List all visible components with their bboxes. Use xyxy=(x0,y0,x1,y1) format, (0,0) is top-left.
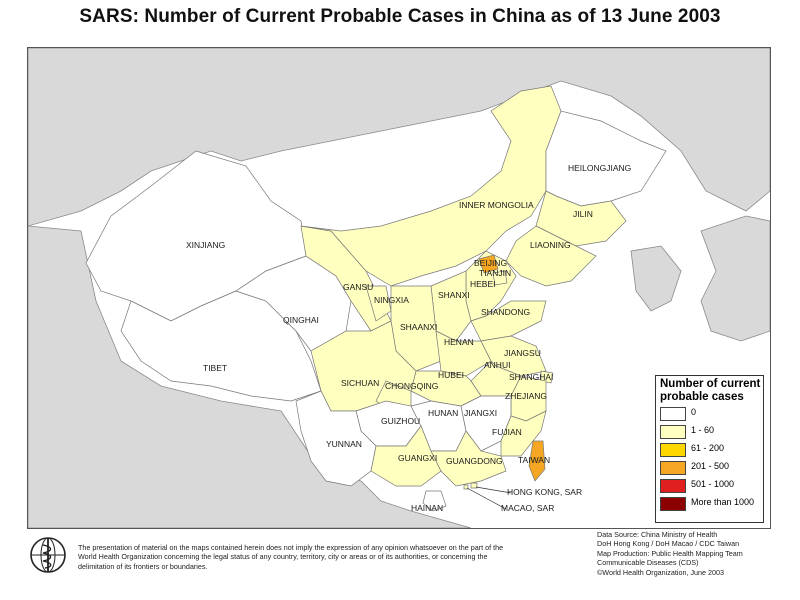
label-guangdong: GUANGDONG xyxy=(446,456,503,466)
credits-department: Communicable Diseases (CDS) xyxy=(597,558,699,568)
prov-hainan xyxy=(422,490,447,512)
legend-swatch xyxy=(660,497,686,511)
label-shanxi: SHANXI xyxy=(438,290,470,300)
neighbor-north xyxy=(28,48,770,227)
credits-copyright: ©World Health Organization, June 2003 xyxy=(597,567,725,577)
label-guizhou: GUIZHOU xyxy=(381,416,421,426)
prov-yunnan xyxy=(295,390,377,487)
legend-swatch xyxy=(660,407,686,421)
map-frame: HEILONGJIANG JILIN LIAONING INNER MONGOL… xyxy=(27,47,771,529)
neighbor-countries xyxy=(28,48,770,528)
label-fujian: FUJIAN xyxy=(492,427,522,437)
label-sichuan: SICHUAN xyxy=(341,378,380,388)
sar-leader-lines xyxy=(466,486,512,510)
label-zhejiang: ZHEJIANG xyxy=(505,391,548,401)
prov-hong-kong xyxy=(470,482,478,489)
prov-taiwan xyxy=(528,440,546,482)
legend-label: 1 - 60 xyxy=(691,425,715,435)
neighbor-korea-japan xyxy=(630,245,682,312)
legend-label: 201 - 500 xyxy=(691,461,730,471)
label-hong-kong: HONG KONG, SAR xyxy=(507,487,583,497)
label-chongqing: CHONGQING xyxy=(385,381,439,391)
who-emblem-icon xyxy=(30,537,66,573)
credits-block: Data Source: China Ministry of Health Do… xyxy=(597,530,797,577)
label-hunan: HUNAN xyxy=(428,408,459,418)
legend-label: 0 xyxy=(691,407,697,417)
label-hainan: HAINAN xyxy=(411,503,444,513)
neighbor-japan xyxy=(700,215,770,342)
legend-swatch xyxy=(660,479,686,493)
legend-label: 61 - 200 xyxy=(691,443,725,453)
prov-beijing xyxy=(478,254,499,274)
prov-liaoning xyxy=(505,225,597,287)
label-heilongjiang: HEILONGJIANG xyxy=(568,163,632,173)
label-xinjiang: XINJIANG xyxy=(186,240,226,250)
label-jilin: JILIN xyxy=(573,209,593,219)
map-canvas xyxy=(28,48,770,528)
label-shandong: SHANDONG xyxy=(481,307,531,317)
label-taiwan: TAIWAN xyxy=(518,455,551,465)
prov-fujian xyxy=(500,410,547,457)
credits-map-production: Map Production: Public Health Mapping Te… xyxy=(597,548,743,558)
prov-tianjin xyxy=(492,270,508,286)
label-gansu: GANSU xyxy=(343,282,374,292)
label-tianjin: TIANJIN xyxy=(479,268,512,278)
map-legend: Number of current probable cases 0 1 - 6… xyxy=(655,375,764,523)
legend-label: 501 - 1000 xyxy=(691,479,735,489)
label-shanghai: SHANGHAI xyxy=(509,372,554,382)
label-yunnan: YUNNAN xyxy=(326,439,362,449)
label-liaoning: LIAONING xyxy=(530,240,571,250)
label-jiangxi: JIANGXI xyxy=(464,408,498,418)
label-henan: HENAN xyxy=(444,337,474,347)
label-anhui: ANHUI xyxy=(484,360,511,370)
map-title: SARS: Number of Current Probable Cases i… xyxy=(79,6,721,27)
credits-agencies: DoH Hong Kong / DoH Macao / CDC Taiwan xyxy=(597,539,740,549)
legend-swatch xyxy=(660,443,686,457)
credits-data-source: Data Source: China Ministry of Health xyxy=(597,530,718,539)
label-hebei: HEBEI xyxy=(470,279,496,289)
label-macao: MACAO, SAR xyxy=(501,503,555,513)
legend-label: More than 1000 xyxy=(691,497,755,507)
label-hubei: HUBEI xyxy=(438,370,464,380)
label-inner-mongolia: INNER MONGOLIA xyxy=(459,200,534,210)
legend-swatch xyxy=(660,425,686,439)
legend-swatch xyxy=(660,461,686,475)
prov-qinghai xyxy=(235,255,352,352)
disclaimer-text: The presentation of material on the maps… xyxy=(78,543,504,571)
neighbor-west-south xyxy=(28,225,472,528)
label-shaanxi: SHAANXI xyxy=(400,322,438,332)
label-tibet: TIBET xyxy=(203,363,228,373)
prov-heilongjiang xyxy=(545,110,667,207)
label-guangxi: GUANGXI xyxy=(398,453,438,463)
legend-title: Number of current probable cases xyxy=(660,378,761,403)
label-beijing: BEIJING xyxy=(474,258,508,268)
label-qinghai: QINGHAI xyxy=(283,315,319,325)
label-jiangsu: JIANGSU xyxy=(504,348,541,358)
label-ningxia: NINGXIA xyxy=(374,295,409,305)
prov-shanghai xyxy=(540,370,554,384)
prov-guangdong xyxy=(430,430,507,487)
china-provinces xyxy=(85,85,667,512)
